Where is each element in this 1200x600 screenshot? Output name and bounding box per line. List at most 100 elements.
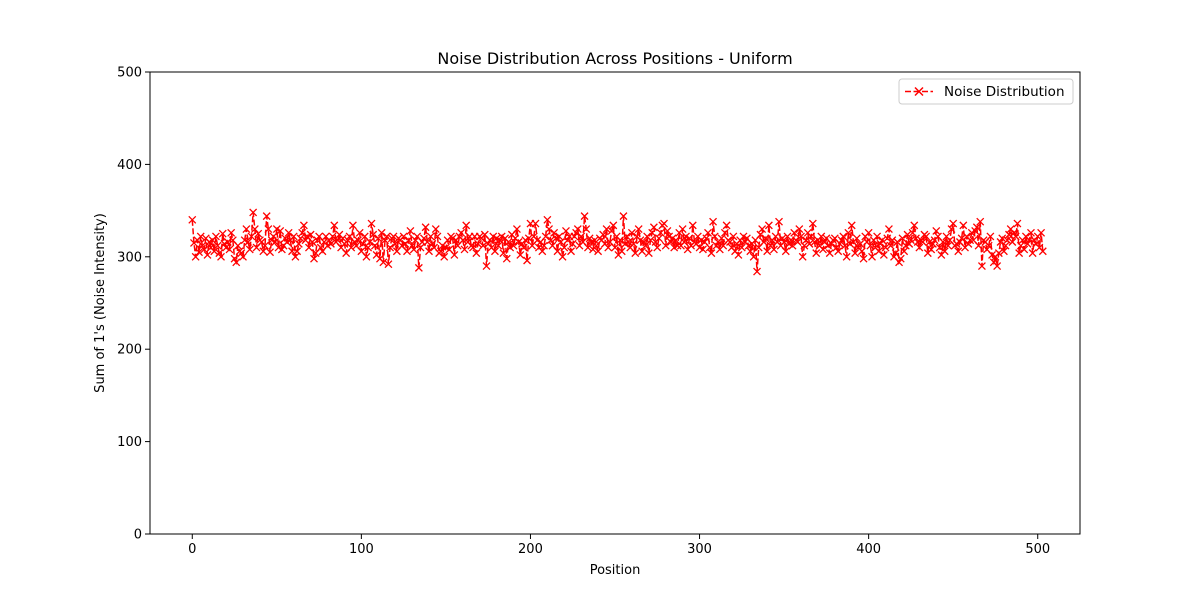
- data-point-marker: [225, 245, 234, 254]
- data-point-marker: [977, 262, 986, 270]
- data-point-marker: [239, 252, 247, 261]
- data-point-marker: [638, 247, 647, 256]
- data-point-marker: [1005, 230, 1013, 239]
- chart-title: Noise Distribution Across Positions - Un…: [437, 49, 792, 68]
- data-point-marker: [540, 241, 548, 250]
- data-point-marker: [884, 225, 893, 234]
- data-point-marker: [619, 212, 628, 221]
- data-point-marker: [245, 245, 254, 254]
- data-point-marker: [365, 238, 374, 246]
- data-point-marker: [499, 249, 508, 258]
- data-point-marker: [494, 241, 503, 250]
- data-point-marker: [646, 236, 655, 245]
- data-point-marker: [918, 238, 927, 246]
- data-point-marker: [191, 252, 200, 261]
- data-point-marker: [841, 241, 849, 250]
- data-point-marker: [479, 241, 488, 250]
- data-point-marker: [573, 225, 582, 234]
- data-point-marker: [440, 252, 449, 261]
- data-point-marker: [634, 225, 643, 234]
- data-point-marker: [698, 245, 707, 254]
- data-point-marker: [653, 243, 662, 252]
- data-point-marker: [984, 241, 993, 250]
- data-point-marker: [609, 221, 618, 230]
- data-point-marker: [644, 249, 653, 258]
- data-point-marker: [195, 248, 203, 257]
- data-point-marker: [648, 228, 657, 237]
- data-point-marker: [469, 243, 477, 252]
- data-point-marker: [516, 250, 525, 259]
- data-point-marker: [886, 241, 895, 250]
- data-point-marker: [538, 247, 547, 256]
- plot-area: [149, 71, 1081, 535]
- data-point-marker: [761, 234, 770, 243]
- data-point-marker: [242, 225, 251, 234]
- data-point-marker: [1013, 219, 1022, 228]
- data-point-marker: [915, 243, 924, 252]
- data-point-marker: [622, 232, 631, 241]
- data-point-marker: [369, 230, 378, 239]
- data-point-marker: [994, 249, 1003, 258]
- data-point-marker: [999, 247, 1008, 256]
- data-point-marker: [406, 226, 415, 235]
- x-axis-label: Position: [590, 563, 641, 578]
- data-point-marker: [306, 230, 315, 239]
- x-tick-label: 300: [687, 542, 712, 557]
- data-point-marker: [308, 238, 317, 246]
- data-point-marker: [758, 225, 767, 234]
- data-point-marker: [819, 245, 827, 254]
- data-point-marker: [702, 234, 711, 243]
- data-point-marker: [389, 232, 398, 241]
- data-point-marker: [355, 228, 364, 237]
- data-point-marker: [580, 212, 589, 221]
- data-point-marker: [957, 234, 966, 243]
- data-point-marker: [531, 219, 540, 228]
- data-point-marker: [726, 238, 734, 246]
- data-point-marker: [617, 247, 626, 256]
- data-point-marker: [348, 221, 357, 230]
- data-point-marker: [426, 232, 435, 241]
- data-point-marker: [330, 221, 339, 230]
- data-point-marker: [604, 243, 613, 252]
- data-point-marker: [399, 232, 408, 241]
- data-point-marker: [707, 249, 716, 258]
- data-point-marker: [504, 238, 513, 246]
- data-point-marker: [1028, 249, 1037, 258]
- data-point-marker: [883, 234, 892, 243]
- data-point-marker: [259, 247, 268, 256]
- data-point-marker: [354, 236, 362, 245]
- data-point-marker: [756, 230, 765, 239]
- data-point-marker: [249, 208, 258, 217]
- y-axis-label: Sum of 1's (Noise Intensity): [93, 213, 108, 393]
- data-point-marker: [788, 241, 797, 250]
- data-point-marker: [737, 243, 746, 252]
- data-point-marker: [903, 230, 912, 239]
- data-point-marker: [851, 249, 860, 258]
- data-point-marker: [817, 232, 826, 241]
- data-point-marker: [271, 238, 280, 246]
- y-tick-label: 100: [117, 435, 142, 450]
- data-point-marker: [944, 241, 953, 250]
- data-point-marker: [558, 252, 567, 261]
- data-point-marker: [775, 217, 783, 226]
- data-point-marker: [196, 232, 205, 241]
- data-point-marker: [893, 238, 902, 246]
- data-point-marker: [359, 239, 368, 248]
- data-point-marker: [927, 245, 936, 254]
- data-point-marker: [509, 241, 518, 250]
- data-point-marker: [939, 238, 947, 246]
- legend-label: Noise Distribution: [944, 84, 1065, 100]
- data-point-marker: [729, 232, 738, 241]
- data-point-marker: [545, 225, 554, 234]
- data-point-marker: [656, 228, 665, 237]
- data-point-marker: [203, 250, 212, 259]
- y-tick-label: 0: [134, 528, 142, 543]
- series-layer: [188, 208, 1047, 276]
- data-point-marker: [333, 236, 342, 245]
- data-point-marker: [663, 226, 672, 235]
- data-point-marker: [524, 234, 533, 243]
- data-point-marker: [866, 241, 875, 250]
- data-point-marker: [896, 254, 905, 263]
- data-point-marker: [409, 245, 418, 254]
- data-point-marker: [900, 247, 909, 256]
